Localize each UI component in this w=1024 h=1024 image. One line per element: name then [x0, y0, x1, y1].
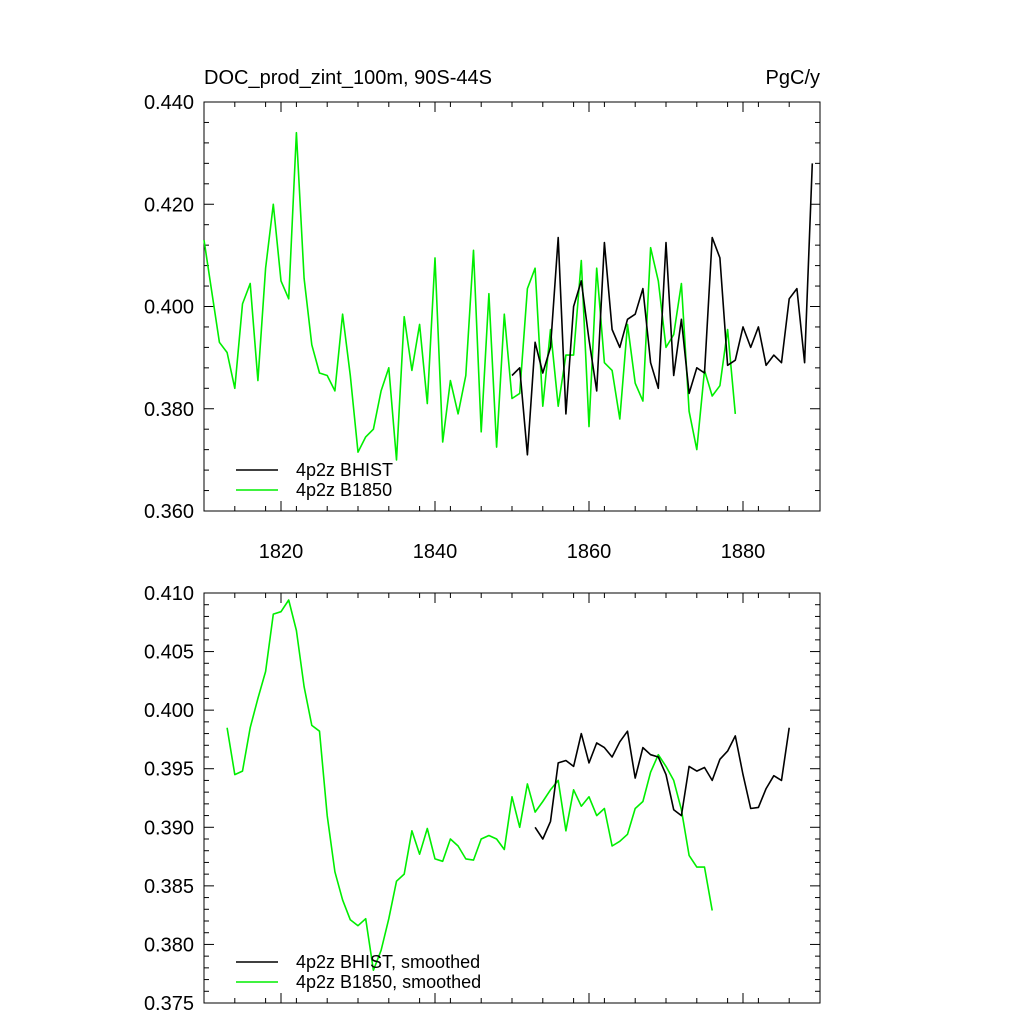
y-tick-label: 0.395	[144, 759, 194, 781]
y-tick-label: 0.440	[144, 92, 194, 114]
y-tick-label: 0.375	[144, 993, 194, 1015]
series-line-4p2z-b1850-smoothed	[226, 599, 713, 972]
series-line-4p2z-bhist	[511, 163, 814, 456]
units-label: PgC/y	[766, 67, 820, 89]
y-tick-label: 0.410	[144, 583, 194, 605]
y-tick-label: 0.380	[144, 399, 194, 421]
legend-label-b1850-smoothed: 4p2z B1850, smoothed	[296, 972, 481, 992]
series-layer	[226, 599, 790, 972]
legend-label-b1850: 4p2z B1850	[296, 480, 392, 500]
ticks: 0.360 0.380 0.400 0.420 0.440 1820 1840 1860 188…	[144, 92, 821, 563]
y-tick-label: 0.405	[144, 642, 194, 664]
plot-frame	[203, 101, 821, 512]
y-tick-label: 0.420	[144, 194, 194, 216]
x-tick-label: 1820	[259, 541, 304, 563]
legend: 4p2z BHIST 4p2z B1850	[236, 460, 393, 500]
panel-title: DOC_prod_zint_100m, 90S-44S	[204, 67, 492, 89]
legend-label-bhist-smoothed: 4p2z BHIST, smoothed	[296, 952, 480, 972]
ticks: 0.375 0.380 0.385 0.390 0.395 0.400 0.405 0.410	[144, 583, 821, 1015]
y-tick-label: 0.400	[144, 297, 194, 319]
series-layer	[203, 131, 814, 461]
y-tick-label: 0.400	[144, 700, 194, 722]
y-tick-label: 0.390	[144, 817, 194, 839]
x-tick-label: 1880	[721, 541, 766, 563]
series-line-4p2z-b1850	[203, 131, 737, 461]
y-tick-label: 0.380	[144, 934, 194, 956]
series-line-4p2z-bhist-smoothed	[534, 727, 790, 840]
bottom-panel: 0.375 0.380 0.385 0.390 0.395 0.400 0.405 0.410…	[144, 583, 821, 1015]
x-tick-label: 1860	[567, 541, 612, 563]
legend: 4p2z BHIST, smoothed 4p2z B1850, smoothe…	[236, 952, 481, 992]
y-tick-label: 0.360	[144, 501, 194, 523]
top-panel: DOC_prod_zint_100m, 90S-44S PgC/y 0.3600…	[144, 67, 821, 563]
y-tick-label: 0.385	[144, 876, 194, 898]
legend-label-bhist: 4p2z BHIST	[296, 460, 393, 480]
x-tick-label: 1840	[413, 541, 458, 563]
